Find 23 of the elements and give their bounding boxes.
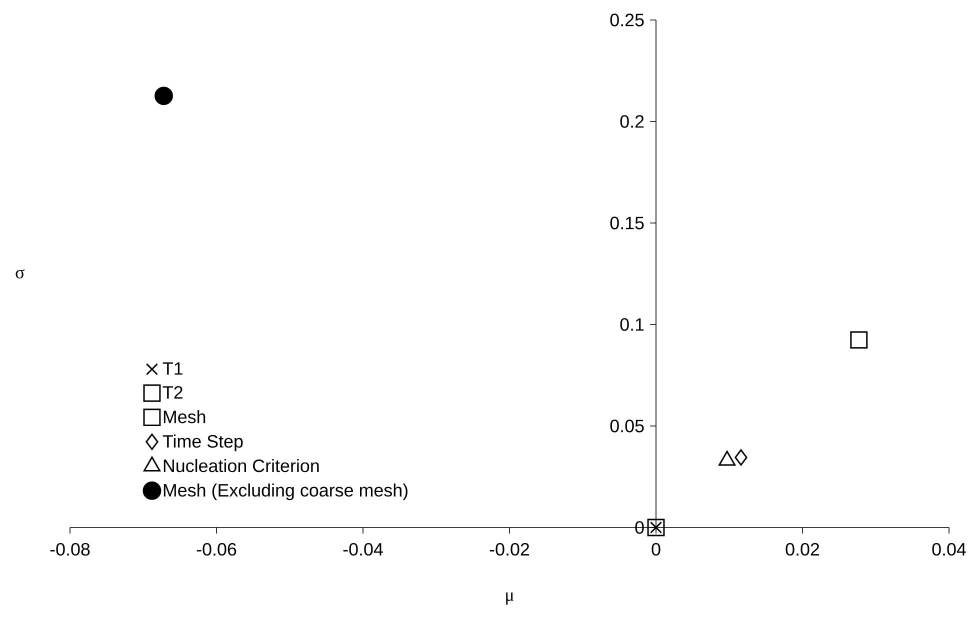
x-tick-label: -0.04 [343,542,383,556]
point [850,331,868,349]
legend-label: Mesh (Excluding coarse mesh) [164,483,408,500]
legend-label: T2 [162,386,182,399]
y-axis-title: σ [16,269,24,278]
legend-label: Time Step [162,434,243,452]
legend-label: T1 [162,362,182,375]
y-tick-label: 0.05 [610,420,644,432]
x-tick-label: -0.06 [196,542,236,556]
y-tick-label: 0.2 [620,115,644,128]
x-tick-label: -0.08 [50,542,90,556]
point [734,449,748,466]
x-tick-label: 0.04 [932,542,966,556]
y-tick-label: 0.25 [610,14,644,26]
point [154,86,173,106]
y-tick-label: 0.1 [620,318,644,331]
x-axis-title: μ [506,592,514,605]
x-tick-label: 0 [652,542,660,556]
y-tick-label: 0.15 [610,216,644,230]
x-tick-label: 0.02 [786,542,820,556]
legend-label: Nucleation Criterion [164,458,319,472]
legend-label: Mesh [164,410,206,424]
x-tick-label: -0.02 [490,542,530,556]
